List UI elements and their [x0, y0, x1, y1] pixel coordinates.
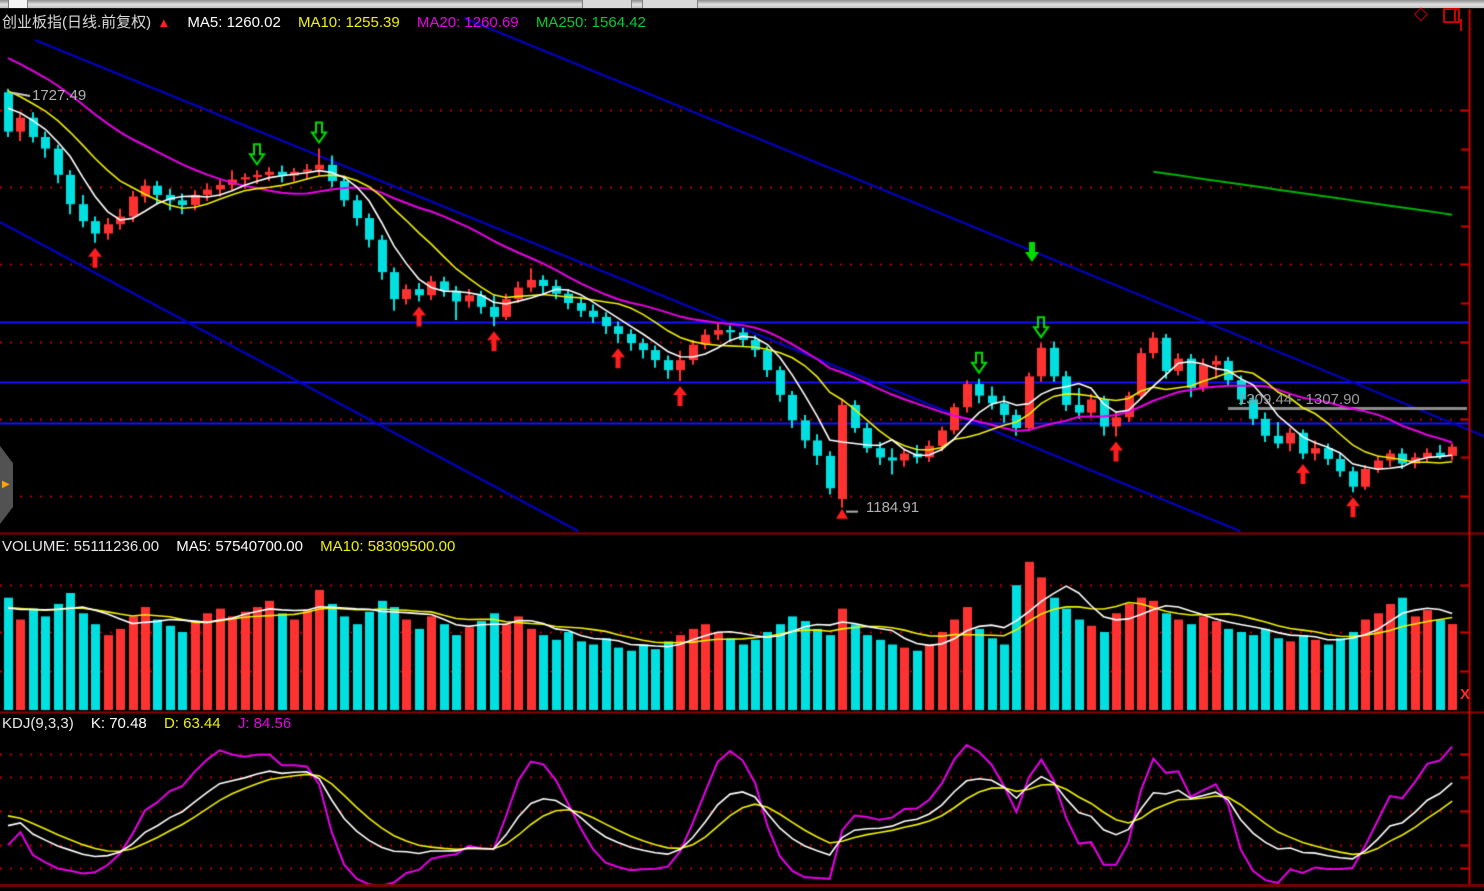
window-top-edge: [0, 0, 1484, 9]
kdj-k-value: K: 70.48: [90, 715, 147, 732]
sidebar-expand-handle[interactable]: ▶: [0, 446, 13, 524]
diamond-icon[interactable]: ◇: [1414, 3, 1428, 23]
window-edge-tick: [1460, 19, 1462, 31]
toolbar-tab-small[interactable]: [8, 0, 28, 8]
volume-ma10-value: MA10: 58309500.00: [320, 538, 456, 555]
kdj-j-value: J: 84.56: [237, 715, 292, 732]
volume-value: VOLUME: 55111236.00: [2, 538, 160, 555]
ma250-value: MA250: 1564.42: [535, 14, 646, 31]
close-indicator-icon[interactable]: X: [1460, 686, 1471, 703]
restore-window-icon-split: [1454, 10, 1456, 21]
trend-up-icon: ▲: [157, 15, 171, 30]
gap-range-label: 1309.44 - 1307.90: [1238, 391, 1360, 408]
kdj-d-value: D: 63.44: [163, 715, 221, 732]
ma10-value: MA10: 1255.39: [297, 14, 400, 31]
volume-pane-header: VOLUME: 55111236.00 MA5: 57540700.00 MA1…: [2, 538, 468, 555]
ma20-value: MA20: 1260.69: [416, 14, 519, 31]
kdj-label: KDJ(9,3,3): [2, 715, 74, 732]
high-price-label: 1727.49: [32, 87, 87, 104]
symbol-title: 创业板指(日线.前复权): [2, 14, 152, 31]
price-pane-header: 创业板指(日线.前复权) ▲ MA5: 1260.02 MA10: 1255.3…: [2, 11, 659, 32]
kdj-pane-header: KDJ(9,3,3) K: 70.48 D: 63.44 J: 84.56: [2, 715, 304, 732]
ma5-value: MA5: 1260.02: [187, 14, 281, 31]
volume-ma5-value: MA5: 57540700.00: [176, 538, 303, 555]
restore-window-icon[interactable]: [1443, 8, 1462, 31]
toolbar-tab-right[interactable]: [642, 0, 698, 8]
toolbar-tab-left[interactable]: [582, 0, 632, 8]
expand-arrow-icon: ▶: [2, 479, 10, 490]
low-price-label: 1184.91: [866, 499, 920, 516]
